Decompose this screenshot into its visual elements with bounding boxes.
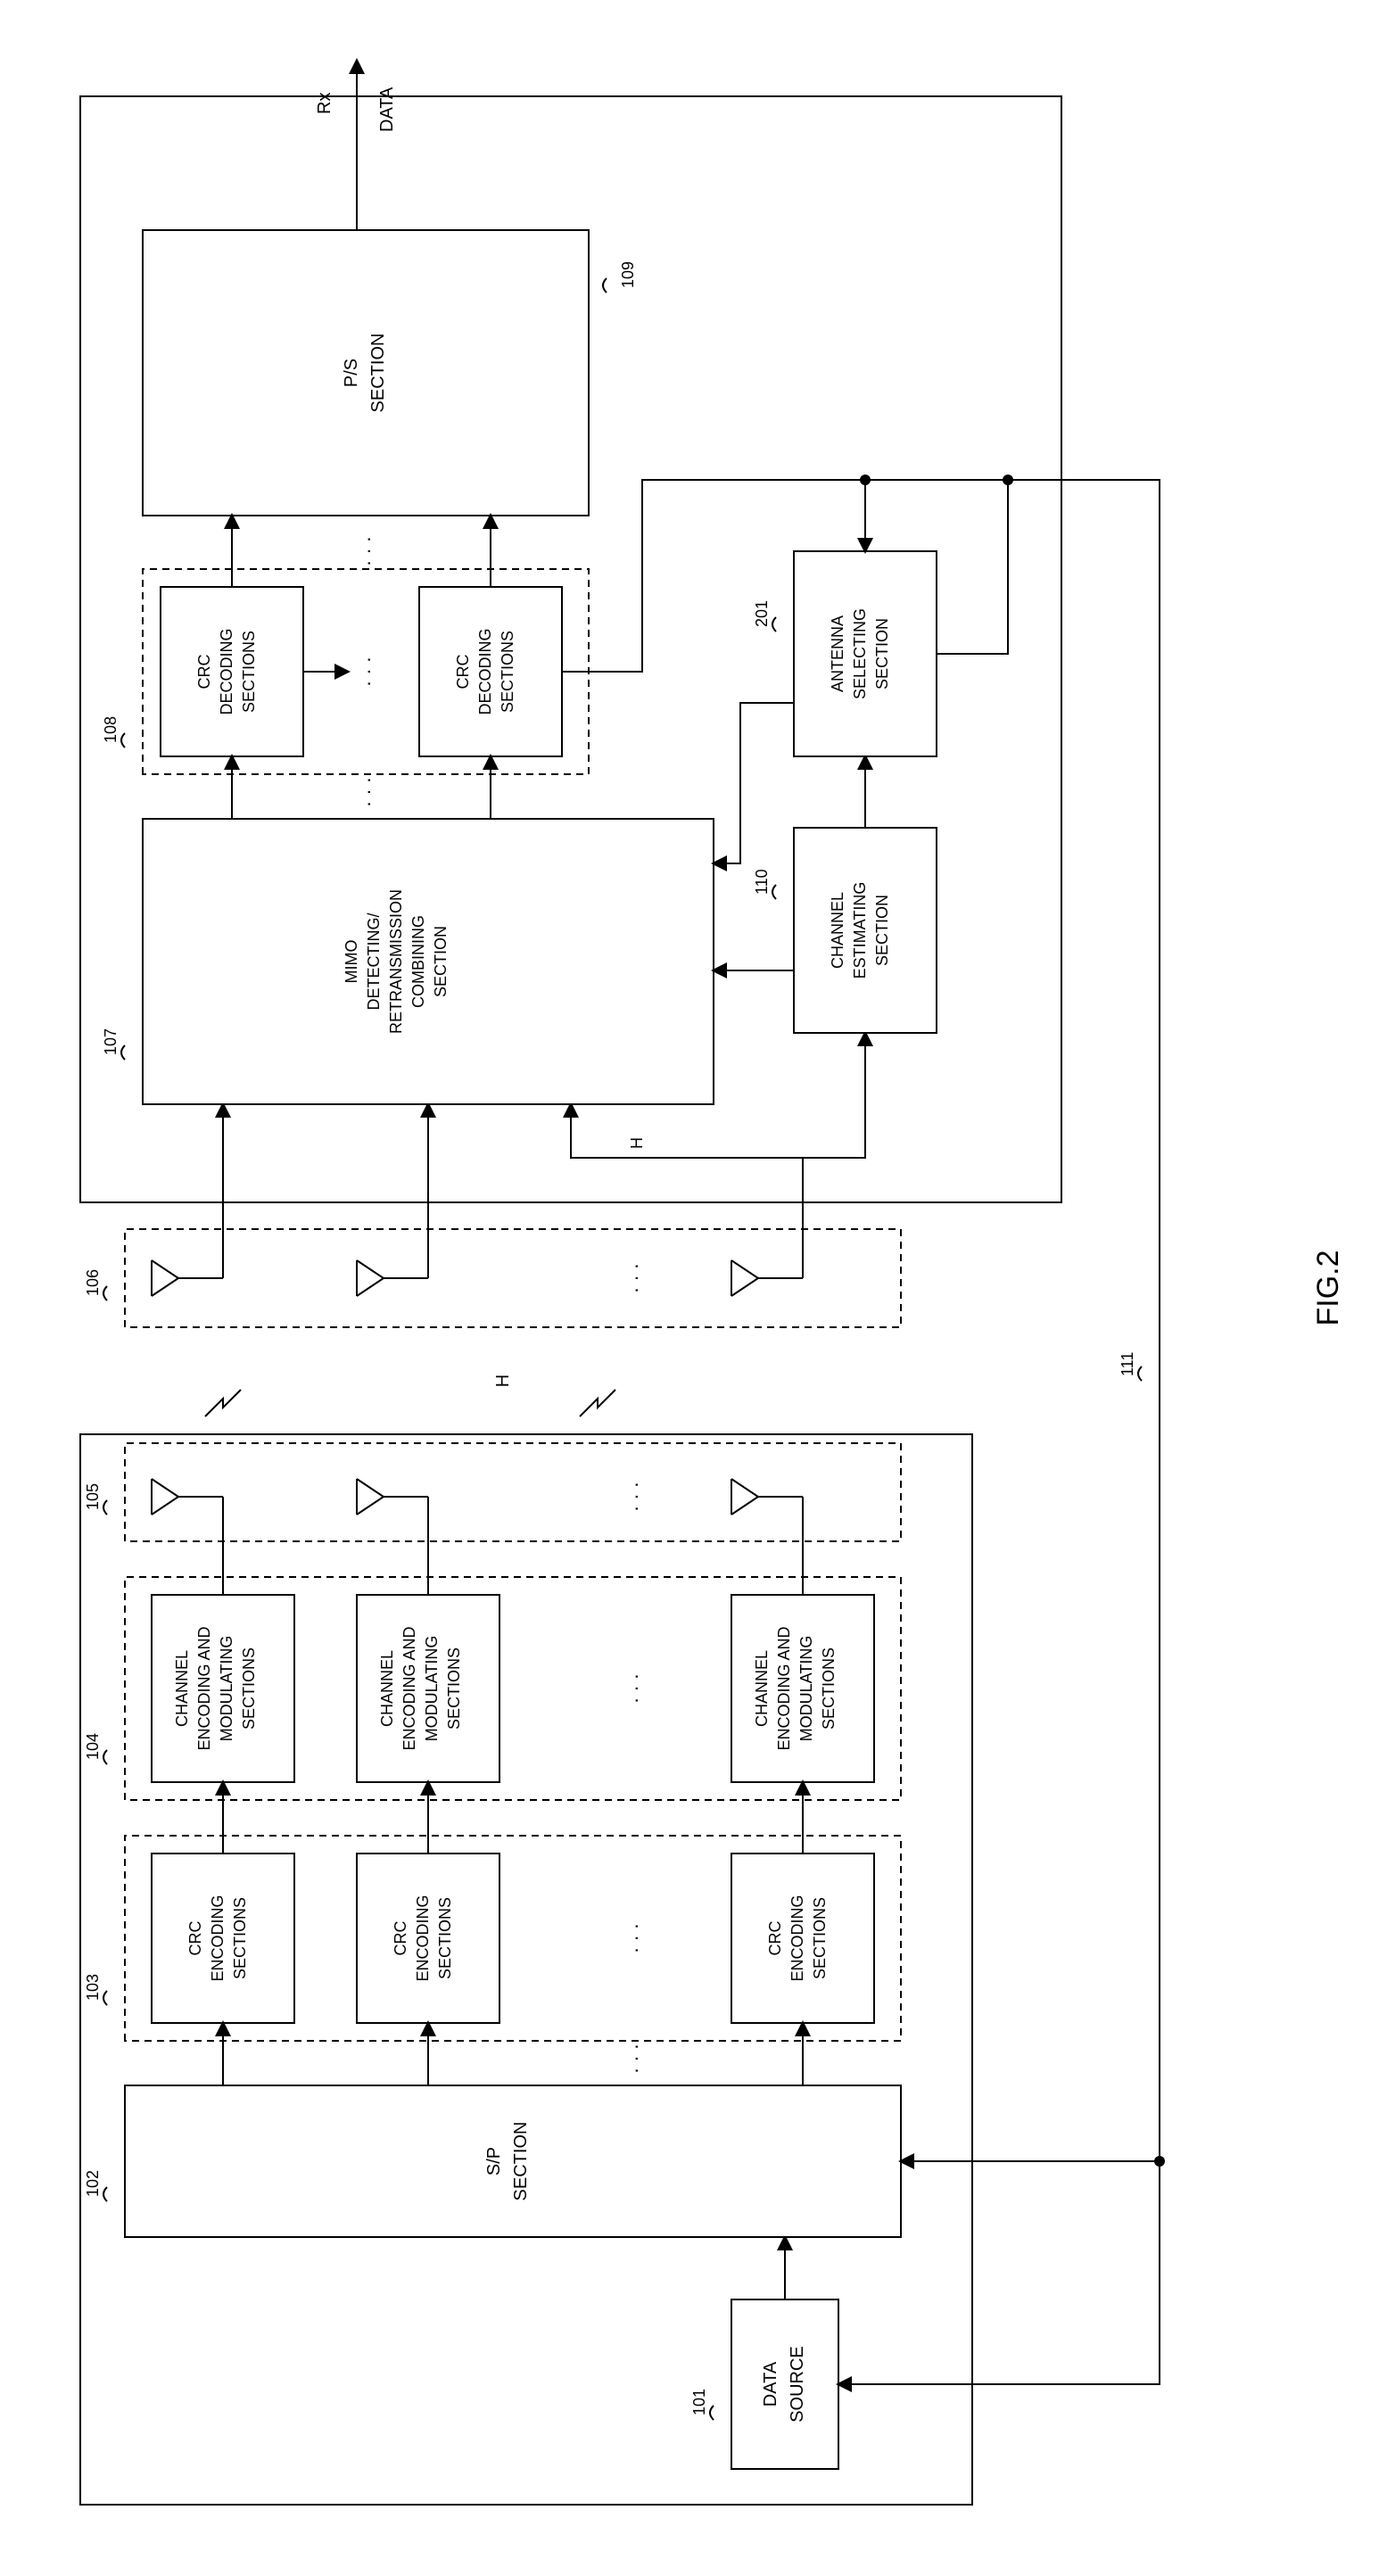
crc-enc-2: CRC ENCODING SECTIONS [357,1854,499,2023]
ref-103: 103 [84,1974,102,2001]
svg-text:SECTIONS: SECTIONS [499,631,516,713]
tx-antenna-1 [152,1479,223,1515]
svg-text:ENCODING AND: ENCODING AND [195,1626,213,1750]
svg-text:SECTIONS: SECTIONS [445,1647,463,1730]
svg-text:RETRANSMISSION: RETRANSMISSION [387,889,405,1034]
svg-text:CHANNEL: CHANNEL [173,1650,191,1727]
rx-antenna-2 [357,1260,428,1296]
crc-dec-1: CRC DECODING SECTIONS [161,587,303,756]
svg-text:CHANNEL: CHANNEL [829,892,846,969]
svg-text:SECTIONS: SECTIONS [436,1897,454,1979]
tx-antenna-2 [357,1479,428,1515]
svg-text:· · ·: · · · [624,2043,647,2074]
svg-text:· · ·: · · · [624,1263,647,1293]
ref-110: 110 [753,869,771,895]
ps-block: P/S SECTION [143,230,589,516]
ref-111: 111 [1119,1352,1136,1376]
data-source-l1: DATA [761,2361,780,2407]
svg-text:CHANNEL: CHANNEL [378,1650,396,1727]
svg-text:ENCODING AND: ENCODING AND [775,1626,793,1750]
crc-dec-2: CRC DECODING SECTIONS [419,587,562,756]
svg-text:CRC: CRC [392,1921,409,1956]
ref-101: 101 [690,2389,708,2415]
svg-text:DECODING: DECODING [218,628,235,714]
svg-text:· · ·: · · · [624,1482,647,1512]
ch-enc-1: CHANNEL ENCODING AND MODULATING SECTIONS [152,1595,294,1782]
svg-text:SECTION: SECTION [873,895,891,966]
svg-text:P/S: P/S [342,359,361,387]
svg-text:SECTION: SECTION [432,926,450,997]
svg-text:DETECTING/: DETECTING/ [365,912,383,1010]
ref-108: 108 [102,716,120,743]
svg-text:MODULATING: MODULATING [797,1636,815,1742]
svg-text:ESTIMATING: ESTIMATING [851,882,869,979]
svg-text:SECTION: SECTION [368,334,388,413]
svg-text:ENCODING: ENCODING [788,1895,806,1981]
chan-est-block: CHANNEL ESTIMATING SECTION [794,828,937,1033]
svg-text:ENCODING: ENCODING [414,1895,432,1981]
rx-label-1: Rx [315,93,334,114]
tx-antenna-3 [731,1479,803,1515]
prop-icon [205,1390,241,1416]
svg-text:· · ·: · · · [357,656,379,687]
svg-text:SECTIONS: SECTIONS [811,1897,829,1979]
rx-antenna-1 [152,1260,223,1296]
svg-text:MODULATING: MODULATING [218,1636,235,1742]
figure-label: FIG.2 [1311,1250,1345,1325]
svg-text:MODULATING: MODULATING [423,1636,441,1742]
svg-text:SECTION: SECTION [873,618,891,689]
svg-text:SELECTING: SELECTING [851,608,869,699]
sp-block: S/P SECTION [125,2085,901,2237]
ref-105: 105 [84,1483,102,1510]
mimo-block: MIMO DETECTING/ RETRANSMISSION COMBINING… [143,819,714,1104]
svg-text:ANTENNA: ANTENNA [829,615,846,692]
rx-label-2: DATA [377,87,397,132]
svg-text:CRC: CRC [766,1921,784,1956]
data-source-l2: SOURCE [788,2346,807,2423]
ref-109: 109 [619,261,637,288]
ref-107: 107 [102,1028,120,1055]
svg-text:DECODING: DECODING [476,628,494,714]
svg-text:SECTIONS: SECTIONS [231,1897,249,1979]
ref-106: 106 [84,1269,102,1296]
tx-ant-group [125,1443,901,1541]
svg-text:CRC: CRC [454,655,472,689]
ref-104: 104 [84,1733,102,1760]
sp-l1: S/P [484,2147,504,2176]
svg-text:SECTIONS: SECTIONS [240,631,258,713]
ant-sel-block: ANTENNA SELECTING SECTION [794,551,937,756]
ref-102: 102 [84,2170,102,2197]
ref-201: 201 [753,600,771,627]
svg-text:CRC: CRC [195,655,213,689]
svg-text:COMBINING: COMBINING [409,915,427,1008]
svg-text:ENCODING: ENCODING [209,1895,227,1981]
rx-h: H [628,1137,646,1149]
crc-enc-dots: · · · [624,1923,647,1953]
svg-text:SECTIONS: SECTIONS [820,1647,838,1730]
svg-text:· · ·: · · · [357,536,379,566]
channel-h: H [493,1375,513,1387]
prop-icon [580,1390,615,1416]
svg-text:· · ·: · · · [357,777,379,807]
ch-enc-2: CHANNEL ENCODING AND MODULATING SECTIONS [357,1595,499,1782]
svg-text:· · ·: · · · [624,1673,647,1704]
sp-l2: SECTION [511,2122,531,2201]
data-source-block: DATA SOURCE [731,2299,838,2469]
svg-text:ENCODING AND: ENCODING AND [400,1626,418,1750]
crc-enc-1: CRC ENCODING SECTIONS [152,1854,294,2023]
rx-antenna-3 [731,1260,803,1296]
ch-enc-3: CHANNEL ENCODING AND MODULATING SECTIONS [731,1595,874,1782]
svg-text:CHANNEL: CHANNEL [753,1650,771,1727]
crc-enc-3: CRC ENCODING SECTIONS [731,1854,874,2023]
svg-text:SECTIONS: SECTIONS [240,1647,258,1730]
svg-text:MIMO: MIMO [343,940,360,984]
svg-text:CRC: CRC [186,1921,204,1956]
